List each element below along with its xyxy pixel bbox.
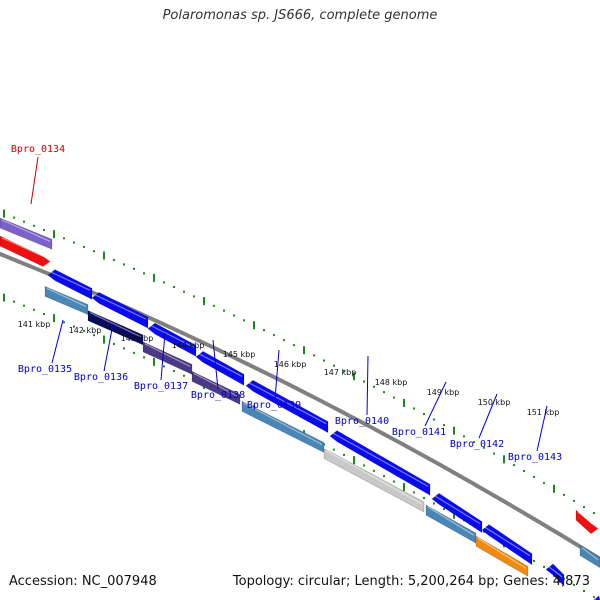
gene-leader-line [30,156,39,205]
kbp-tick-label: 149 kbp [427,388,460,397]
gene-highlight [46,287,87,308]
gene-arrow[interactable] [47,269,93,300]
gene-arrow[interactable] [195,350,245,386]
gene-arrow[interactable] [191,370,241,405]
gene-leader-line [478,393,498,439]
gene-label[interactable]: Bpro_0140 [335,416,389,427]
gene-leader-line [366,355,369,416]
kbp-tick-label: 143 kbp [121,334,154,343]
gene-arrow[interactable] [431,493,483,534]
gene-arrow[interactable] [481,524,533,566]
kbp-tick-label: 147 kbp [324,368,357,377]
gene-arrow[interactable] [545,563,565,587]
gene-label[interactable]: Bpro_0134 [11,144,65,155]
topology-summary: Topology: circular; Length: 5,200,264 bp… [232,574,590,589]
gene-label[interactable]: Bpro_0137 [134,381,188,392]
gene-highlight [144,343,191,367]
map-title: Polaromonas sp. JS666, complete genome [162,8,438,23]
gene-leader-line [160,332,166,381]
gene-highlight [483,526,531,557]
genome-backbone [0,251,600,562]
gene-leader-line [424,381,447,427]
gene-highlight [1,237,49,259]
gene-highlight [331,432,429,487]
gene-arrow[interactable] [475,535,529,577]
gene-highlight [433,494,481,525]
gene-label[interactable]: Bpro_0139 [247,400,301,411]
gene-highlight [427,506,475,536]
accession-label: Accession: NC_007948 [9,574,157,589]
gene-arrow[interactable] [0,217,53,250]
kbp-tick-label: 146 kbp [274,360,307,369]
gene-highlight [149,324,195,348]
kbp-tick-label: 145 kbp [223,350,256,359]
gene-highlight [547,565,563,578]
gene-highlight [1,219,51,242]
gene-arrow[interactable] [579,545,600,569]
kbp-tick-label: 142 kbp [69,326,102,335]
gene-arrow[interactable] [0,235,51,267]
gene-highlight [247,381,327,425]
gene-label[interactable]: Bpro_0143 [508,452,562,463]
gene-highlight [325,449,423,505]
gene-highlight [581,547,599,561]
gene-leader-line [51,319,64,364]
gene-highlight [477,537,527,569]
gene-label[interactable]: Bpro_0136 [74,372,128,383]
gene-leader-line [212,339,219,390]
gene-arrow[interactable] [575,509,599,534]
gene-highlight [593,597,597,600]
gene-leader-line [103,323,114,372]
gene-arrow[interactable] [91,291,149,329]
gene-label[interactable]: Bpro_0142 [450,439,504,450]
gene-highlight [577,511,597,527]
gene-arrow[interactable] [323,447,425,513]
gene-leader-line [274,349,280,400]
gene-label[interactable]: Bpro_0141 [392,427,446,438]
gene-highlight [193,372,239,397]
gene-label[interactable]: Bpro_0135 [18,364,72,375]
kbp-tick-label: 144 kbp [172,341,205,350]
gene-arrow[interactable] [245,379,329,434]
gene-highlight [93,293,147,320]
kbp-tick-label: 141 kbp [18,320,51,329]
gene-highlight [89,312,142,338]
gene-highlight [49,271,91,291]
gene-arrow[interactable] [329,430,431,496]
gene-highlight [197,352,243,377]
gene-label[interactable]: Bpro_0138 [191,390,245,401]
gene-arrow[interactable] [147,322,197,357]
gene-arrow[interactable] [592,595,600,600]
gene-highlight [243,402,323,446]
kbp-tick-label: 151 kbp [527,408,560,417]
gene-leader-line [536,405,548,452]
kbp-tick-label: 148 kbp [375,378,408,387]
